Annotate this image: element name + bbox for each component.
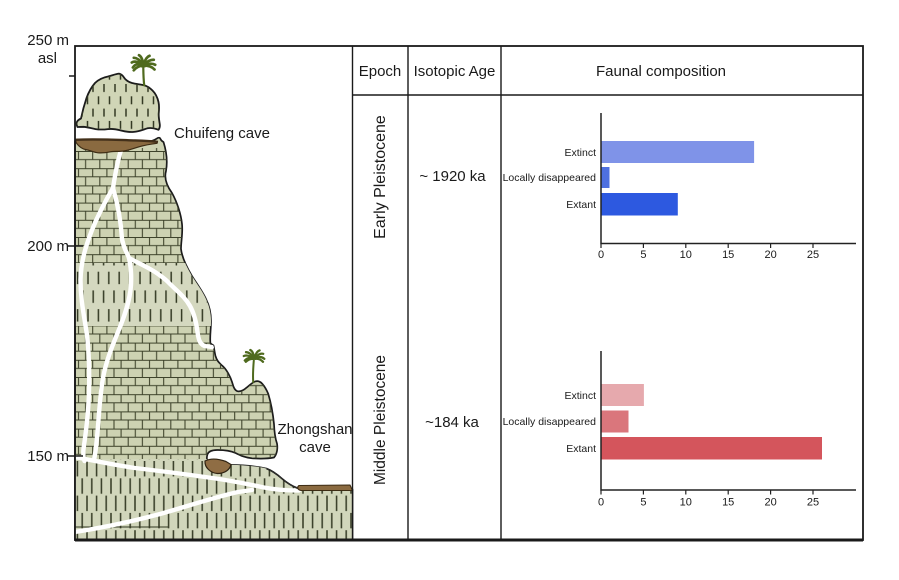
svg-text:Extant: Extant [566,199,596,211]
svg-text:25: 25 [807,497,819,509]
svg-text:~ 1920 ka: ~ 1920 ka [419,168,486,185]
svg-text:0: 0 [598,497,604,509]
svg-text:20: 20 [764,249,776,261]
svg-text:asl: asl [38,50,57,67]
svg-text:25: 25 [807,249,819,261]
svg-text:Early Pleistocene: Early Pleistocene [372,115,389,239]
svg-text:Zhongshan: Zhongshan [277,421,352,438]
svg-text:Extinct: Extinct [564,390,596,402]
svg-text:10: 10 [680,497,692,509]
svg-text:Chuifeng cave: Chuifeng cave [174,125,270,142]
svg-text:15: 15 [722,497,734,509]
svg-text:5: 5 [640,249,646,261]
svg-text:Middle Pleistocene: Middle Pleistocene [372,355,389,485]
svg-text:Extant: Extant [566,443,596,455]
svg-text:cave: cave [299,439,331,456]
svg-text:Locally disappeared: Locally disappeared [503,172,597,184]
svg-text:10: 10 [680,249,692,261]
svg-text:150 m: 150 m [27,448,69,465]
svg-text:20: 20 [764,497,776,509]
svg-text:0: 0 [598,249,604,261]
svg-text:5: 5 [640,497,646,509]
svg-text:200 m: 200 m [27,238,69,255]
svg-text:Epoch: Epoch [359,63,402,80]
svg-text:Isotopic Age: Isotopic Age [414,63,496,80]
svg-text:Faunal composition: Faunal composition [596,63,726,80]
svg-text:250 m: 250 m [27,32,69,49]
svg-text:~184 ka: ~184 ka [425,414,479,431]
svg-text:15: 15 [722,249,734,261]
svg-text:Extinct: Extinct [564,147,596,159]
svg-text:Locally disappeared: Locally disappeared [503,416,597,428]
